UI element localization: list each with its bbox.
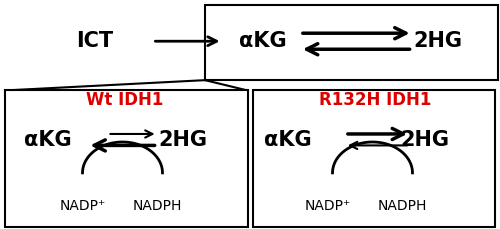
Bar [5,90,248,227]
Text: R132H IDH1: R132H IDH1 [319,91,431,109]
Text: 2HG: 2HG [413,31,462,51]
Text: αKG: αKG [238,31,286,51]
Text: NADP⁺: NADP⁺ [60,199,106,213]
Text: 2HG: 2HG [158,130,207,150]
Text: NADPH: NADPH [378,199,427,213]
Bar [252,90,495,227]
Text: 2HG: 2HG [400,130,450,150]
Text: ICT: ICT [76,31,114,51]
Text: Wt IDH1: Wt IDH1 [86,91,164,109]
Text: NADPH: NADPH [133,199,182,213]
Bar [205,5,498,80]
Text: αKG: αKG [264,130,312,150]
Text: NADP⁺: NADP⁺ [304,199,350,213]
Text: αKG: αKG [24,130,72,150]
